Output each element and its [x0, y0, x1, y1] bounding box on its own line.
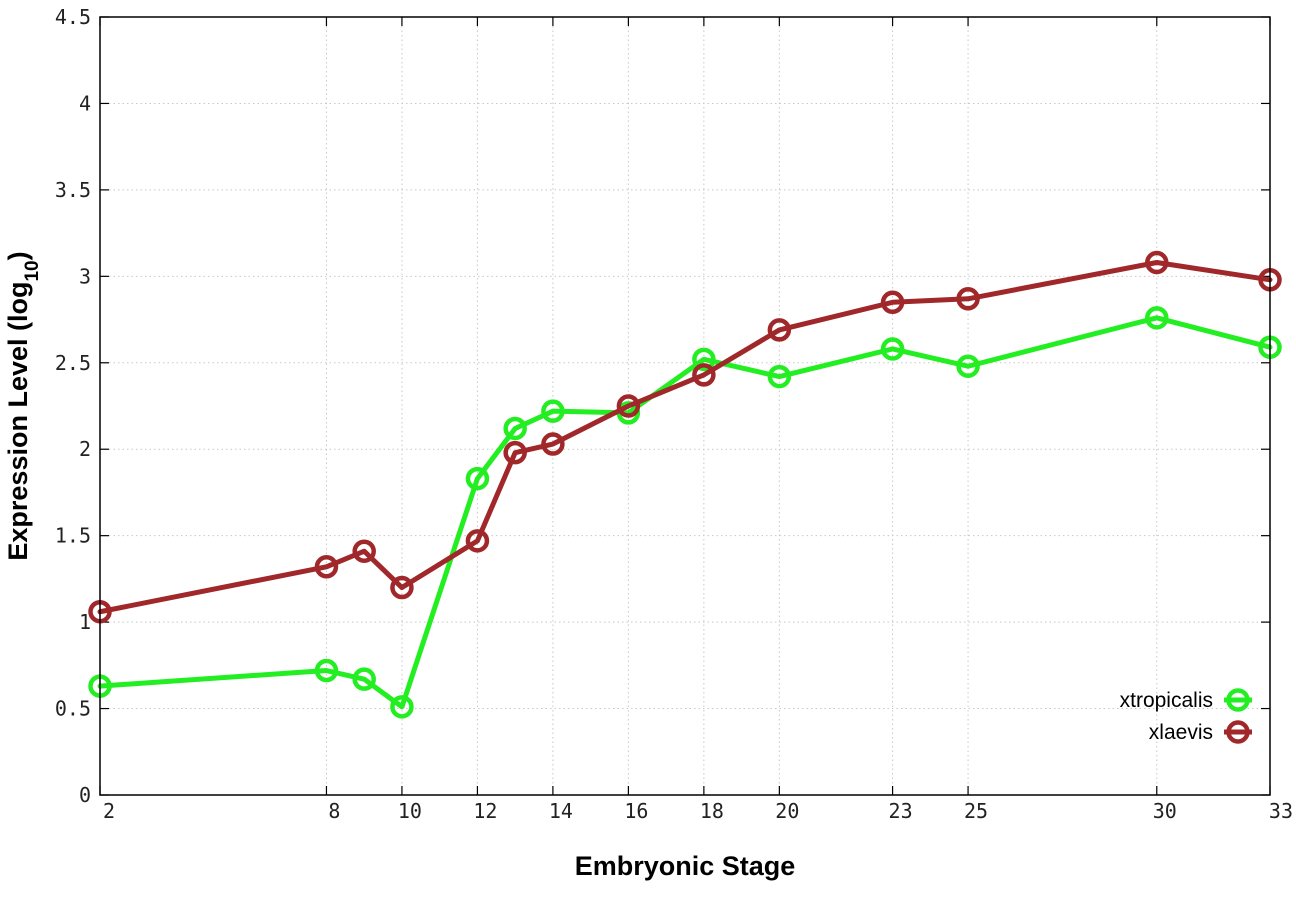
x-tick-label: 30 [1153, 799, 1177, 823]
x-tick-label: 8 [328, 799, 340, 823]
x-tick-label: 33 [1269, 799, 1293, 823]
legend-swatch-marker-xtropicalis [1226, 688, 1250, 712]
xlaevis-data-point [767, 318, 792, 342]
grid-lines [100, 17, 1270, 795]
y-tick-label: 1 [79, 610, 91, 634]
xtropicalis-data-point [352, 667, 376, 691]
xlaevis-data-point [880, 290, 905, 315]
y-tick-label: 3.5 [55, 178, 91, 202]
legend: xtropicalis xlaevis [1120, 688, 1252, 744]
xtropicalis-data-point [465, 466, 490, 491]
plot-frame [99, 16, 1271, 796]
x-tick-label: 14 [549, 799, 573, 823]
x-tick-label: 25 [964, 799, 988, 823]
xtropicalis-data-point [692, 347, 716, 372]
tick-labels: 0 0.5 1 1.5 2 2.5 3 3.5 4 4.5 2 8 10 12 14 16 18 20 23 25 30… [55, 5, 1293, 823]
x-tick-label: 12 [473, 799, 497, 823]
y-tick-label: 0 [79, 783, 91, 807]
xlaevis-data-point [390, 575, 414, 600]
xlaevis-data-point [503, 440, 527, 465]
x-tick-label: 20 [775, 799, 799, 823]
xtropicalis-data-point [503, 416, 527, 441]
xlaevis-data-point [541, 432, 565, 456]
legend-label-xtropicalis: xtropicalis [1120, 689, 1213, 712]
y-axis-title-main: Expression Level (log [3, 282, 33, 561]
xtropicalis-data-point [1145, 306, 1169, 330]
axis-ticks [99, 16, 1271, 796]
x-tick-label: 2 [103, 799, 115, 823]
xlaevis-data-point [1145, 250, 1169, 275]
x-tick-label: 16 [624, 799, 648, 823]
x-axis-title: Embryonic Stage [575, 851, 796, 881]
y-tick-label: 1.5 [55, 524, 91, 548]
xtropicalis-data-point [767, 364, 792, 389]
xlaevis-data-point [465, 529, 490, 553]
y-axis-title: Expression Level (log10) [3, 251, 43, 560]
y-tick-label: 4 [79, 91, 91, 115]
xlaevis-data-point [956, 287, 980, 311]
legend-swatch-marker-xlaevis [1226, 720, 1250, 744]
y-tick-label: 4.5 [55, 5, 91, 29]
y-tick-label: 0.5 [55, 697, 91, 721]
y-tick-label: 2.5 [55, 351, 91, 375]
xtropicalis-data-point [390, 695, 414, 719]
xtropicalis-data-point [541, 399, 565, 423]
xlaevis-data-point [616, 394, 641, 418]
y-axis-title-subscript: 10 [22, 260, 43, 281]
xtropicalis-data-point [880, 337, 905, 361]
xtropicalis-data-point [314, 658, 339, 683]
y-axis-title-close: ) [3, 251, 33, 260]
x-tick-label: 10 [398, 799, 422, 823]
y-tick-label: 3 [79, 264, 91, 288]
x-tick-label: 18 [700, 799, 724, 823]
xtropicalis-data-point [956, 354, 980, 378]
xlaevis-data-point [314, 555, 339, 579]
xlaevis-data-point [692, 363, 716, 387]
xlaevis-data-point [352, 539, 376, 563]
legend-label-xlaevis: xlaevis [1149, 721, 1213, 744]
y-tick-label: 2 [79, 437, 91, 461]
x-tick-label: 23 [889, 799, 913, 823]
